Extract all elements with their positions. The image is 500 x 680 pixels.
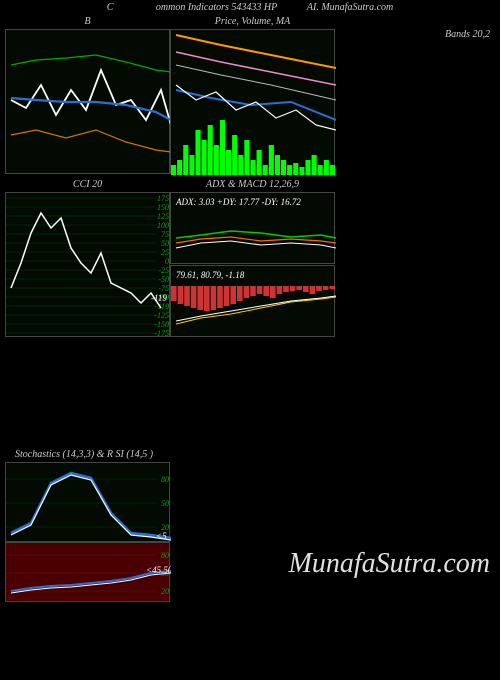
svg-text:50: 50 xyxy=(161,239,169,248)
svg-text:-125: -125 xyxy=(154,311,169,320)
svg-text:25: 25 xyxy=(161,248,169,257)
panel-adx: ADX & MACD 12,26,9 ADX: 3.03 +DY: 17.77 … xyxy=(170,192,335,264)
panel-stoch: 805020<5 xyxy=(5,462,170,542)
chart-rsi: 805020<45.50 xyxy=(6,543,171,603)
svg-text:100: 100 xyxy=(157,221,169,230)
title-price: Price, Volume, MA xyxy=(171,16,334,27)
title-b: B xyxy=(6,16,169,27)
svg-text:0: 0 xyxy=(165,257,169,266)
panel-price: Price, Volume, MA xyxy=(170,29,335,174)
title-cci: CCI 20 xyxy=(6,179,169,190)
svg-text:80: 80 xyxy=(161,475,169,484)
svg-text:-119: -119 xyxy=(151,293,167,303)
hdr-center: ommon Indicators 543433 HP xyxy=(156,2,277,13)
row3-title: Stochastics (14,3,3) & R SI (14,5 ) xyxy=(0,447,500,462)
chart-adx: ADX: 3.03 +DY: 17.77 -DY: 16.72 xyxy=(171,193,336,265)
svg-text:150: 150 xyxy=(157,203,169,212)
hdr-left: C xyxy=(107,2,114,13)
chart-macd: 79.61, 80.79, -1.18 xyxy=(171,266,336,338)
svg-text:80: 80 xyxy=(161,551,169,560)
title-bands: Bands 20,2 xyxy=(325,29,490,40)
svg-text:ADX: 3.03 +DY: 17.77 -DY: 16.7: ADX: 3.03 +DY: 17.77 -DY: 16.72 xyxy=(175,197,301,207)
panel-macd: 79.61, 80.79, -1.18 xyxy=(170,265,335,337)
svg-text:79.61, 80.79, -1.18: 79.61, 80.79, -1.18 xyxy=(176,270,245,280)
svg-text:<5: <5 xyxy=(156,531,167,541)
svg-text:-75: -75 xyxy=(158,284,169,293)
svg-text:20: 20 xyxy=(161,587,169,596)
svg-text:-25: -25 xyxy=(158,266,169,275)
panel-cci: CCI 20 1751501251007550250-25-50-75-100-… xyxy=(5,192,170,337)
chart-price xyxy=(171,30,336,175)
hdr-right: AI. MunafaSutra.com xyxy=(307,2,393,13)
svg-text:-150: -150 xyxy=(154,320,169,329)
page-header: C ommon Indicators 543433 HP AI. MunafaS… xyxy=(0,0,500,15)
svg-text:125: 125 xyxy=(157,212,169,221)
chart-stoch: 805020<5 xyxy=(6,463,171,543)
svg-text:-50: -50 xyxy=(158,275,169,284)
svg-text:50: 50 xyxy=(161,499,169,508)
panel-rsi: 805020<45.50 xyxy=(5,542,170,602)
svg-text:175: 175 xyxy=(157,194,169,203)
chart-cci: 1751501251007550250-25-50-75-100-119-125… xyxy=(6,193,171,338)
panel-bollinger: B xyxy=(5,29,170,174)
svg-text:-175: -175 xyxy=(154,329,169,338)
chart-bollinger xyxy=(6,30,171,175)
watermark: MunafaSutra.com xyxy=(289,548,490,580)
svg-text:<45.50: <45.50 xyxy=(146,565,171,575)
svg-text:75: 75 xyxy=(161,230,169,239)
title-adx: ADX & MACD 12,26,9 xyxy=(171,179,334,190)
